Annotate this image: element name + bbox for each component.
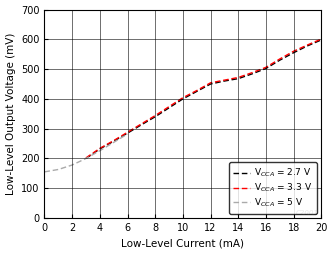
Line: V$_{CCA}$ = 2.7 V: V$_{CCA}$ = 2.7 V <box>86 40 321 158</box>
V$_{CCA}$ = 5 V <box>56 168 60 171</box>
V$_{CCA}$ = 2.7 V <box>181 97 185 100</box>
V$_{CCA}$ = 5 V <box>126 133 130 136</box>
V$_{CCA}$ = 2.7 V <box>167 106 171 109</box>
Line: V$_{CCA}$ = 3.3 V: V$_{CCA}$ = 3.3 V <box>86 39 321 158</box>
V$_{CCA}$ = 5 V <box>70 164 74 167</box>
V$_{CCA}$ = 2.7 V <box>250 72 254 75</box>
V$_{CCA}$ = 2.7 V <box>139 123 143 126</box>
V$_{CCA}$ = 2.7 V <box>292 51 296 54</box>
V$_{CCA}$ = 2.7 V <box>319 38 323 41</box>
V$_{CCA}$ = 3.3 V <box>112 139 116 142</box>
V$_{CCA}$ = 2.7 V <box>208 83 212 86</box>
V$_{CCA}$ = 2.7 V <box>278 59 282 62</box>
V$_{CCA}$ = 2.7 V <box>264 67 268 70</box>
V$_{CCA}$ = 2.7 V <box>98 147 102 150</box>
V$_{CCA}$ = 3.3 V <box>264 66 268 69</box>
V$_{CCA}$ = 2.7 V <box>84 157 88 160</box>
V$_{CCA}$ = 3.3 V <box>139 122 143 125</box>
V$_{CCA}$ = 2.7 V <box>236 77 240 80</box>
V$_{CCA}$ = 3.3 V <box>153 114 157 117</box>
V$_{CCA}$ = 3.3 V <box>195 89 199 92</box>
V$_{CCA}$ = 3.3 V <box>292 50 296 53</box>
V$_{CCA}$ = 3.3 V <box>278 57 282 60</box>
V$_{CCA}$ = 3.3 V <box>319 38 323 41</box>
V$_{CCA}$ = 3.3 V <box>98 147 102 150</box>
Y-axis label: Low-Level Output Voltage (mV): Low-Level Output Voltage (mV) <box>6 33 16 195</box>
V$_{CCA}$ = 3.3 V <box>305 43 309 46</box>
V$_{CCA}$ = 3.3 V <box>84 156 88 160</box>
V$_{CCA}$ = 3.3 V <box>126 131 130 134</box>
V$_{CCA}$ = 3.3 V <box>167 105 171 108</box>
V$_{CCA}$ = 3.3 V <box>208 81 212 84</box>
V$_{CCA}$ = 5 V <box>98 149 102 152</box>
V$_{CCA}$ = 2.7 V <box>112 140 116 143</box>
V$_{CCA}$ = 3.3 V <box>181 96 185 99</box>
V$_{CCA}$ = 3.3 V <box>222 79 226 82</box>
V$_{CCA}$ = 2.7 V <box>195 90 199 93</box>
V$_{CCA}$ = 2.7 V <box>126 132 130 135</box>
V$_{CCA}$ = 2.7 V <box>153 115 157 118</box>
Legend: V$_{CCA}$ = 2.7 V, V$_{CCA}$ = 3.3 V, V$_{CCA}$ = 5 V: V$_{CCA}$ = 2.7 V, V$_{CCA}$ = 3.3 V, V$… <box>229 163 317 214</box>
V$_{CCA}$ = 2.7 V <box>222 80 226 83</box>
X-axis label: Low-Level Current (mA): Low-Level Current (mA) <box>121 239 244 248</box>
V$_{CCA}$ = 5 V <box>43 170 47 173</box>
Line: V$_{CCA}$ = 5 V: V$_{CCA}$ = 5 V <box>45 134 128 172</box>
V$_{CCA}$ = 2.7 V <box>305 44 309 47</box>
V$_{CCA}$ = 3.3 V <box>250 71 254 74</box>
V$_{CCA}$ = 5 V <box>84 157 88 160</box>
V$_{CCA}$ = 5 V <box>112 141 116 144</box>
Text: C2001: C2001 <box>296 210 318 216</box>
V$_{CCA}$ = 3.3 V <box>236 76 240 79</box>
